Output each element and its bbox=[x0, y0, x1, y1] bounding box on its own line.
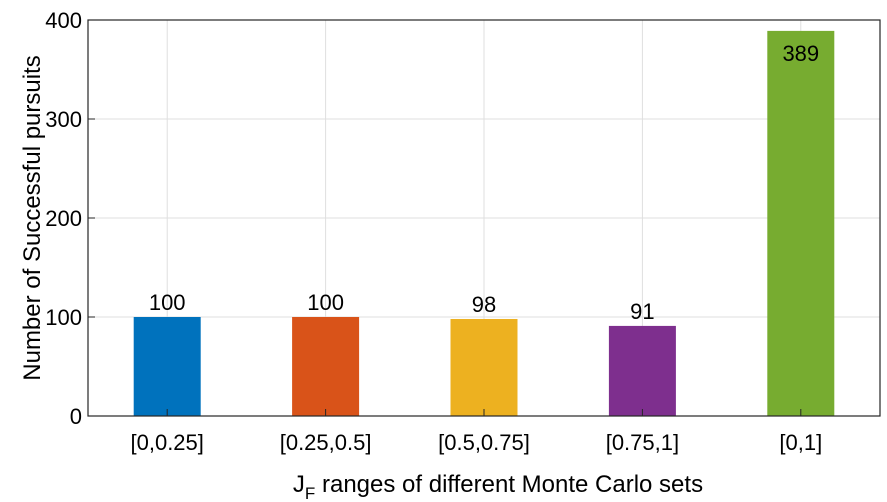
x-tick-label: [0,0.25] bbox=[131, 430, 204, 455]
bar-value-label: 91 bbox=[630, 299, 654, 324]
y-tick-label: 0 bbox=[70, 404, 82, 429]
data-labels: 100 100 98 91 389 bbox=[149, 41, 819, 324]
y-tick-label: 100 bbox=[45, 305, 82, 330]
bar bbox=[292, 317, 360, 416]
bars bbox=[133, 30, 835, 416]
x-axis-ticks: [0,0.25] [0.25,0.5] [0.5,0.75] [0.75,1] [0,1… bbox=[131, 409, 822, 455]
y-tick-label: 400 bbox=[45, 8, 82, 33]
bar-value-label: 98 bbox=[472, 292, 496, 317]
x-axis-label-main: J bbox=[293, 471, 305, 498]
bar-value-label: 100 bbox=[149, 290, 186, 315]
bar bbox=[450, 318, 518, 416]
y-axis-ticks: 0 100 200 300 400 bbox=[45, 8, 95, 429]
x-tick-label: [0.5,0.75] bbox=[438, 430, 530, 455]
bar-value-label: 100 bbox=[307, 290, 344, 315]
bar-value-label: 389 bbox=[782, 41, 819, 66]
y-axis-label: Number of Successful pursuits bbox=[19, 55, 46, 380]
y-tick-label: 200 bbox=[45, 206, 82, 231]
x-axis-label-subscript: F bbox=[305, 484, 315, 502]
y-tick-label: 300 bbox=[45, 107, 82, 132]
bar bbox=[767, 30, 835, 416]
x-tick-label: [0.75,1] bbox=[606, 430, 679, 455]
bar bbox=[608, 325, 676, 416]
x-tick-label: [0,1] bbox=[779, 430, 822, 455]
bar bbox=[133, 317, 201, 416]
x-axis-label: JF ranges of different Monte Carlo sets bbox=[293, 471, 703, 502]
x-axis-label-rest: ranges of different Monte Carlo sets bbox=[315, 471, 703, 498]
x-tick-label: [0.25,0.5] bbox=[280, 430, 372, 455]
